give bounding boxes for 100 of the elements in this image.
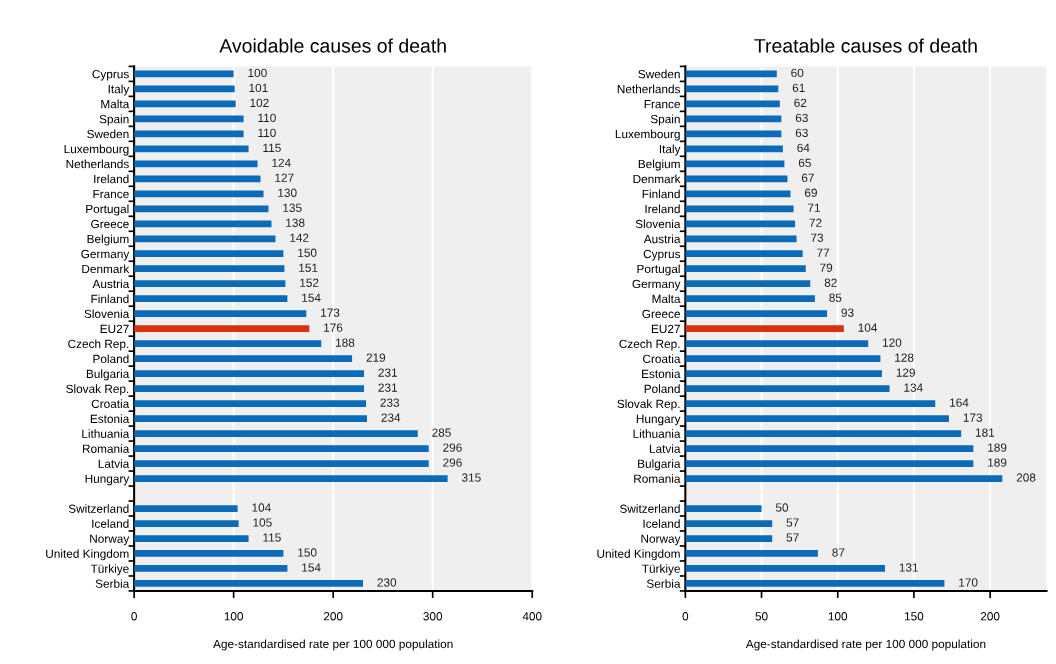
bar [134,190,264,198]
y-tick-label: Czech Rep. [68,339,129,351]
y-tick-label: Finland [642,189,680,199]
bar [134,460,429,467]
bar [134,205,269,213]
y-tick-label: Norway [90,534,130,546]
y-tick-label: Lithuania [82,429,130,438]
data-label: 231 [378,368,398,377]
data-label: 296 [443,458,462,467]
bar [134,385,365,392]
y-tick-label: Estonia [642,369,681,379]
bar [685,250,803,258]
bar [685,430,962,437]
data-label: 230 [377,578,397,587]
y-tick-label: Portugal [86,204,129,216]
y-tick-label: Lithuania [633,429,681,438]
data-label: 71 [808,203,820,212]
y-tick-label: Sweden [87,129,129,139]
bar [685,295,815,303]
bar [685,145,783,153]
y-tick-label: Hungary [636,414,681,426]
bar [685,415,949,422]
data-label: 105 [253,518,272,527]
y-tick-label: EU27 [100,324,129,334]
data-label: 188 [336,338,355,347]
data-label: 64 [797,143,810,152]
y-tick-label: Malta [101,99,130,109]
bar [134,520,239,527]
data-label: 82 [824,278,837,287]
y-tick-label: Hungary [85,474,130,486]
y-tick-label: France [93,189,129,199]
y-tick-label: Netherlands [66,159,129,169]
bar [685,550,818,557]
y-tick-label: Slovak Rep. [617,399,680,411]
bar [134,295,288,303]
y-tick-label: Switzerland [68,504,129,513]
bar [685,475,1003,482]
data-label: 129 [896,368,915,377]
data-label: 79 [820,263,833,272]
data-label: 85 [829,293,842,302]
data-label: 93 [841,308,854,317]
data-label: 72 [809,218,822,227]
data-label: 100 [248,68,267,78]
x-tick-label: 100 [224,612,244,621]
bar [685,190,791,198]
data-label: 233 [380,398,400,407]
y-tick-label: Türkiye [642,564,680,576]
y-tick-label: Greece [642,309,680,319]
x-tick-label: 400 [522,612,542,621]
bar [685,565,885,572]
bar [685,400,936,407]
bar [134,445,429,452]
y-tick-label: Cyprus [92,69,129,81]
y-tick-label: Belgium [638,159,680,171]
bar [685,160,785,168]
y-tick-label: Portugal [637,264,680,276]
y-tick-label: Netherlands [617,84,681,94]
y-tick-label: Greece [91,219,129,229]
bar [134,220,272,228]
y-tick-label: Malta [652,294,681,304]
data-label: 176 [324,323,343,332]
y-tick-label: Latvia [98,459,130,468]
bar [134,400,367,407]
bar [134,280,286,288]
y-tick-label: Romania [634,474,681,483]
y-tick-label: Poland [93,354,129,364]
bar [134,580,364,587]
y-tick-label: Germany [632,279,681,291]
y-tick-label: Estonia [90,414,130,423]
y-tick-label: Bulgaria [86,369,130,381]
y-tick-label: Italy [108,84,130,96]
chart-title: Avoidable causes of death [219,38,446,53]
data-label: 150 [298,248,317,257]
bar [134,130,244,138]
bar [685,505,762,512]
data-label: 61 [792,83,805,93]
data-label: 154 [302,563,321,572]
x-tick-label: 50 [755,612,768,621]
data-label: 128 [895,353,914,362]
x-tick-label: 150 [904,612,924,621]
bar [685,325,844,333]
bar [134,370,365,378]
data-label: 73 [811,233,824,242]
bar [134,550,284,557]
bar [685,310,828,318]
bar [685,280,811,288]
bar [685,445,974,452]
y-tick-label: United Kingdom [597,549,680,561]
bar [685,385,890,392]
bar [685,580,945,587]
data-label: 127 [275,173,294,182]
y-tick-label: France [644,100,680,109]
y-tick-label: Romania [82,444,130,453]
y-tick-label: EU27 [651,324,680,334]
bar [134,145,249,153]
y-tick-label: Bulgaria [638,459,681,471]
data-label: 50 [775,503,789,512]
bar [685,535,773,542]
y-tick-label: United Kingdom [46,549,129,561]
bar [134,115,244,123]
